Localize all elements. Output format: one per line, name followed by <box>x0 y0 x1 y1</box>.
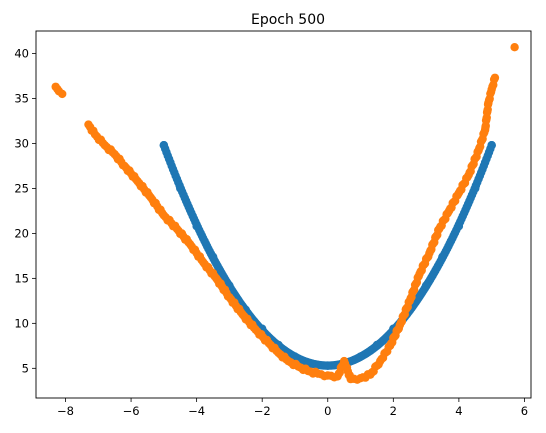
series-1-point <box>159 141 169 150</box>
x-tick-label: 2 <box>390 404 397 418</box>
series-1-point <box>438 252 447 261</box>
ticks-layer: −8 −6 −4 −2 0 2 4 6 5 10 15 20 25 30 35 40 <box>14 46 528 418</box>
series-1-point <box>323 361 332 370</box>
series-2-fill-point <box>320 371 329 381</box>
series-layer <box>51 42 519 384</box>
series-1-point <box>454 221 464 231</box>
x-tick-label: −6 <box>123 404 140 418</box>
series-1-point <box>471 184 480 193</box>
axes-frame <box>35 30 532 399</box>
y-tick-label: 15 <box>14 271 29 285</box>
x-tick-label: 6 <box>521 404 528 418</box>
chart-title: Epoch 500 <box>251 12 325 28</box>
y-tick-label: 10 <box>14 316 29 330</box>
series-1-point <box>356 352 365 361</box>
x-tick-label: −4 <box>188 404 205 418</box>
x-tick-label: 4 <box>455 404 462 418</box>
y-tick-label: 25 <box>14 181 29 195</box>
series-1-point <box>307 359 316 369</box>
series-2-fill-point <box>53 84 62 94</box>
y-tick-label: 20 <box>14 226 29 240</box>
x-tick-label: 0 <box>324 404 331 418</box>
series-1-point <box>208 252 218 261</box>
series-1-point <box>487 141 496 150</box>
series-1-point <box>176 184 185 193</box>
x-tick-label: −2 <box>254 404 271 418</box>
y-tick-label: 35 <box>14 91 29 105</box>
series-1-point <box>290 352 300 361</box>
series-2 <box>51 42 519 384</box>
series-2-point <box>510 42 519 52</box>
y-tick-label: 30 <box>14 136 29 150</box>
series-2-fill-point <box>489 75 499 84</box>
series-1-point <box>192 221 201 231</box>
y-tick-label: 40 <box>14 46 29 60</box>
series-1-point <box>421 281 431 290</box>
x-tick-label: −8 <box>57 404 74 418</box>
y-tick-label: 5 <box>22 361 29 375</box>
series-1-point <box>372 340 382 350</box>
